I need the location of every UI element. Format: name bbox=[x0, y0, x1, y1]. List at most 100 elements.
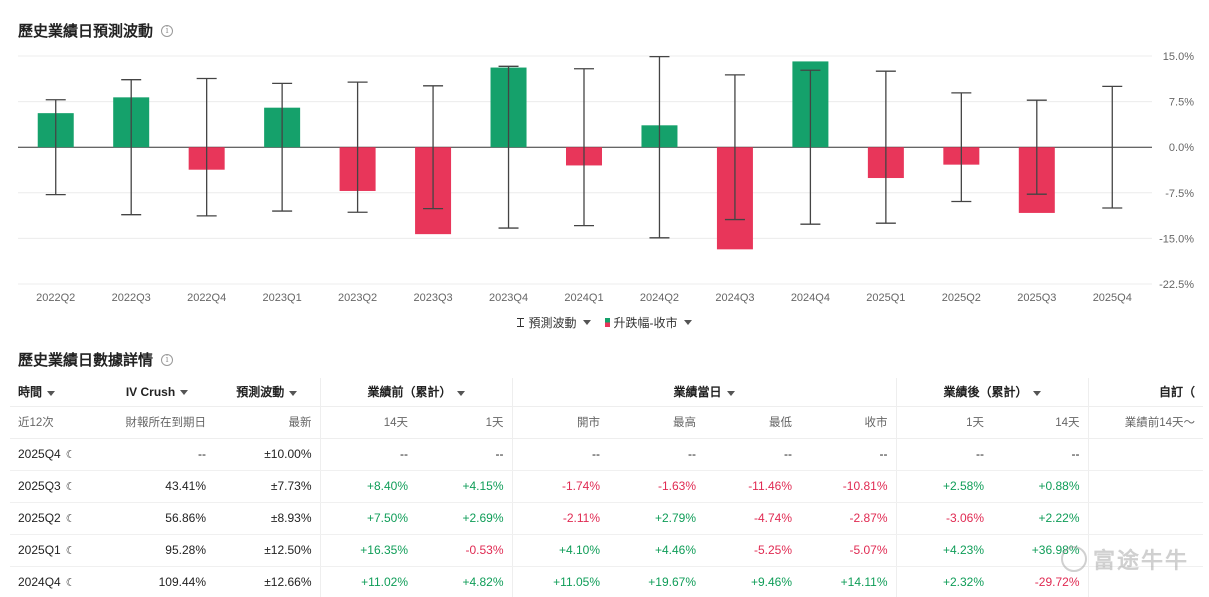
table-cell: -1.74% bbox=[511, 470, 608, 503]
after-hours-moon-icon: ☾ bbox=[65, 545, 76, 557]
sort-caret-icon bbox=[47, 390, 56, 396]
table-cell: +0.88% bbox=[992, 470, 1088, 503]
table-cell: +4.15% bbox=[416, 470, 512, 503]
x-tick-label: 2025Q2 bbox=[942, 292, 981, 304]
col-custom-header[interactable]: 自訂（ bbox=[1087, 378, 1203, 407]
table-cell: +11.05% bbox=[511, 566, 608, 597]
period-cell: 2024Q4 ☾ bbox=[10, 566, 100, 597]
watermark: 富途牛牛 bbox=[1060, 543, 1189, 575]
subheader-cell: 財報所在到期日 bbox=[100, 406, 214, 439]
sort-caret-icon bbox=[456, 390, 465, 396]
table-cell: +4.10% bbox=[511, 534, 608, 567]
col-earnings-day-header[interactable]: 業績當日 bbox=[511, 378, 896, 407]
period-cell: 2025Q3 ☾ bbox=[10, 470, 100, 503]
subheader-cell: 近12次 bbox=[10, 406, 100, 439]
table-cell: -- bbox=[100, 438, 214, 471]
subheader-cell: 1天 bbox=[895, 406, 992, 439]
sort-caret-icon bbox=[1032, 390, 1041, 396]
table-cell: +16.35% bbox=[319, 534, 416, 567]
table-cell: +11.02% bbox=[319, 566, 416, 597]
chevron-down-icon bbox=[582, 320, 591, 325]
header-label: 業績前（累計） bbox=[367, 385, 452, 400]
table-cell bbox=[1087, 502, 1203, 535]
table-row[interactable]: 2025Q3 ☾ 43.41% ±7.73% +8.40% +4.15% -1.74% -1.… bbox=[10, 470, 1203, 503]
period-cell: 2025Q2 ☾ bbox=[10, 502, 100, 535]
table-cell: +8.40% bbox=[319, 470, 416, 503]
x-tick-label: 2023Q4 bbox=[489, 292, 528, 304]
header-label: IV Crush bbox=[125, 384, 176, 399]
period-cell: 2025Q4 ☾ bbox=[10, 438, 100, 471]
watermark-text: 富途牛牛 bbox=[1092, 548, 1189, 573]
table-cell bbox=[1087, 534, 1203, 567]
table-cell: +2.69% bbox=[416, 502, 512, 535]
period-label: 2025Q4 bbox=[18, 447, 61, 461]
header-label: 業績當日 bbox=[673, 385, 722, 400]
legend-label: 升跌幅-收市 bbox=[613, 316, 678, 330]
subheader-cell: 最低 bbox=[704, 406, 800, 439]
y-tick-label: 15.0% bbox=[1163, 51, 1194, 63]
legend-item-close-change[interactable]: 升跌幅-收市 bbox=[604, 314, 692, 331]
bar-color-icon bbox=[604, 318, 610, 327]
table-cell: +14.11% bbox=[800, 566, 896, 597]
table-cell: +2.79% bbox=[608, 502, 704, 535]
table-cell: ±8.93% bbox=[214, 502, 320, 535]
period-label: 2025Q3 bbox=[18, 479, 61, 493]
table-cell: +4.46% bbox=[608, 534, 704, 567]
subheader-cell: 14天 bbox=[992, 406, 1088, 439]
table-cell bbox=[1087, 470, 1203, 503]
table-cell bbox=[1087, 438, 1203, 471]
table-row[interactable]: 2024Q4 ☾ 109.44% ±12.66% +11.02% +4.82% +11.05… bbox=[10, 566, 1203, 597]
sort-caret-icon bbox=[180, 390, 189, 396]
table-cell: +19.67% bbox=[608, 566, 704, 597]
x-tick-label: 2024Q2 bbox=[640, 292, 679, 304]
table-cell: -1.63% bbox=[608, 470, 704, 503]
chart-title: 歷史業績日預測波動 bbox=[18, 23, 154, 40]
table-cell: ±10.00% bbox=[214, 438, 320, 471]
x-tick-label: 2023Q3 bbox=[413, 292, 452, 304]
subheader-cell: 最新 bbox=[214, 406, 320, 439]
table-cell: 95.28% bbox=[100, 534, 214, 567]
x-tick-label: 2025Q4 bbox=[1093, 292, 1132, 304]
header-label: 時間 bbox=[18, 385, 43, 400]
x-tick-label: 2024Q4 bbox=[791, 292, 830, 304]
earnings-detail-table: 時間 IV Crush 預測波動 業績前（累計） 業績當日 業績後（累計） 自訂（ 近12次… bbox=[10, 378, 1203, 597]
table-cell: +2.32% bbox=[895, 566, 992, 597]
table-cell: -- bbox=[895, 438, 992, 471]
x-tick-label: 2023Q2 bbox=[338, 292, 377, 304]
subheader-cell: 最高 bbox=[608, 406, 704, 439]
table-cell: -2.11% bbox=[511, 502, 608, 535]
table-cell bbox=[1087, 566, 1203, 597]
table-cell: -- bbox=[800, 438, 896, 471]
header-label: 自訂（ bbox=[1158, 385, 1195, 400]
after-hours-moon-icon: ☾ bbox=[65, 577, 76, 589]
x-tick-label: 2024Q3 bbox=[715, 292, 754, 304]
col-time-header[interactable]: 時間 bbox=[10, 378, 100, 407]
subheader-cell: 開市 bbox=[511, 406, 608, 439]
table-cell: +2.58% bbox=[895, 470, 992, 503]
col-post-earnings-header[interactable]: 業績後（累計） bbox=[895, 378, 1088, 407]
period-cell: 2025Q1 ☾ bbox=[10, 534, 100, 567]
period-label: 2024Q4 bbox=[18, 575, 61, 589]
y-tick-label: 7.5% bbox=[1169, 97, 1194, 109]
col-predicted-vol-header[interactable]: 預測波動 bbox=[214, 378, 320, 407]
table-row[interactable]: 2025Q2 ☾ 56.86% ±8.93% +7.50% +2.69% -2.11% +2.… bbox=[10, 502, 1203, 535]
table-row[interactable]: 2025Q1 ☾ 95.28% ±12.50% +16.35% -0.53% +4.10% +… bbox=[10, 534, 1203, 567]
table-cell: -5.07% bbox=[800, 534, 896, 567]
header-label: 業績後（累計） bbox=[943, 385, 1028, 400]
chart-legend: 預測波動 升跌幅-收市 bbox=[0, 314, 1209, 331]
info-icon[interactable]: i bbox=[161, 353, 174, 366]
table-cell: -- bbox=[319, 438, 416, 471]
subheader-cell: 1天 bbox=[416, 406, 512, 439]
chart-section-title: 歷史業績日預測波動 i bbox=[18, 20, 174, 41]
table-cell: -- bbox=[511, 438, 608, 471]
table-cell: -4.74% bbox=[704, 502, 800, 535]
col-pre-earnings-header[interactable]: 業績前（累計） bbox=[319, 378, 512, 407]
info-icon[interactable]: i bbox=[161, 24, 174, 37]
period-label: 2025Q2 bbox=[18, 511, 61, 525]
legend-item-predicted-volatility[interactable]: 預測波動 bbox=[517, 314, 591, 331]
x-tick-label: 2022Q2 bbox=[36, 292, 75, 304]
col-iv-crush-header[interactable]: IV Crush bbox=[100, 378, 214, 407]
table-row[interactable]: 2025Q4 ☾ -- ±10.00% -- -- -- -- -- -- -- -- bbox=[10, 438, 1203, 471]
y-tick-label: -7.5% bbox=[1165, 188, 1194, 200]
error-bar-icon bbox=[517, 318, 525, 327]
